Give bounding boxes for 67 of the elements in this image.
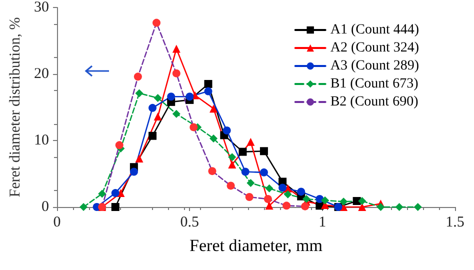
y-tick-label: 20 xyxy=(34,66,49,82)
point xyxy=(186,92,194,101)
point xyxy=(260,147,268,156)
point xyxy=(148,132,157,140)
point xyxy=(135,89,144,98)
point xyxy=(297,188,306,196)
point xyxy=(320,196,329,204)
point xyxy=(210,134,218,143)
point xyxy=(172,69,180,78)
y-tick-label: 10 xyxy=(34,132,49,148)
point xyxy=(130,168,138,176)
point xyxy=(154,112,162,121)
point xyxy=(264,195,272,204)
x-tick-label: 0.5 xyxy=(180,214,200,230)
point xyxy=(302,195,310,204)
point xyxy=(245,193,254,202)
point xyxy=(395,203,404,211)
x-tick-label: 1.5 xyxy=(446,214,464,230)
point xyxy=(238,148,247,156)
point xyxy=(204,87,212,96)
point xyxy=(358,203,366,211)
legend-label: B1 (Count 673) xyxy=(330,76,419,92)
point xyxy=(278,184,287,192)
point xyxy=(284,190,292,198)
y-axis-title: Feret diameter distribution, % xyxy=(8,17,24,198)
point xyxy=(154,94,162,102)
legend-label: A3 (Count 289) xyxy=(330,58,420,74)
y-tick-label: 30 xyxy=(34,0,49,16)
point xyxy=(358,197,366,206)
legend-label: A1 (Count 444) xyxy=(330,22,420,38)
point xyxy=(115,141,124,150)
point xyxy=(228,153,236,162)
point xyxy=(226,182,235,190)
point xyxy=(260,168,268,176)
point xyxy=(301,202,310,210)
y-tick-label: 0 xyxy=(42,199,49,215)
x-tick-label: 0 xyxy=(53,214,61,230)
x-tick-label: 1 xyxy=(318,214,326,230)
point xyxy=(134,72,142,81)
point xyxy=(265,202,274,210)
point xyxy=(414,203,422,211)
legend-label: A2 (Count 324) xyxy=(330,40,420,56)
point xyxy=(246,179,255,188)
point xyxy=(172,44,180,53)
point xyxy=(222,126,231,135)
point xyxy=(98,190,106,198)
legend-label: B2 (Count 690) xyxy=(330,94,419,110)
point xyxy=(80,203,88,211)
point xyxy=(111,189,120,198)
point xyxy=(172,110,180,118)
point xyxy=(111,203,120,211)
x-axis-title: Feret diameter, mm xyxy=(190,236,322,255)
point xyxy=(241,168,250,176)
point xyxy=(167,92,176,101)
point xyxy=(376,203,385,211)
point xyxy=(282,202,291,210)
point xyxy=(246,138,255,146)
point xyxy=(210,104,218,113)
point xyxy=(228,160,236,168)
point xyxy=(340,198,348,206)
point xyxy=(152,18,160,27)
point xyxy=(204,80,212,88)
point xyxy=(265,184,274,192)
point xyxy=(208,167,216,176)
point xyxy=(190,123,198,132)
point xyxy=(135,154,144,162)
point xyxy=(148,104,157,112)
